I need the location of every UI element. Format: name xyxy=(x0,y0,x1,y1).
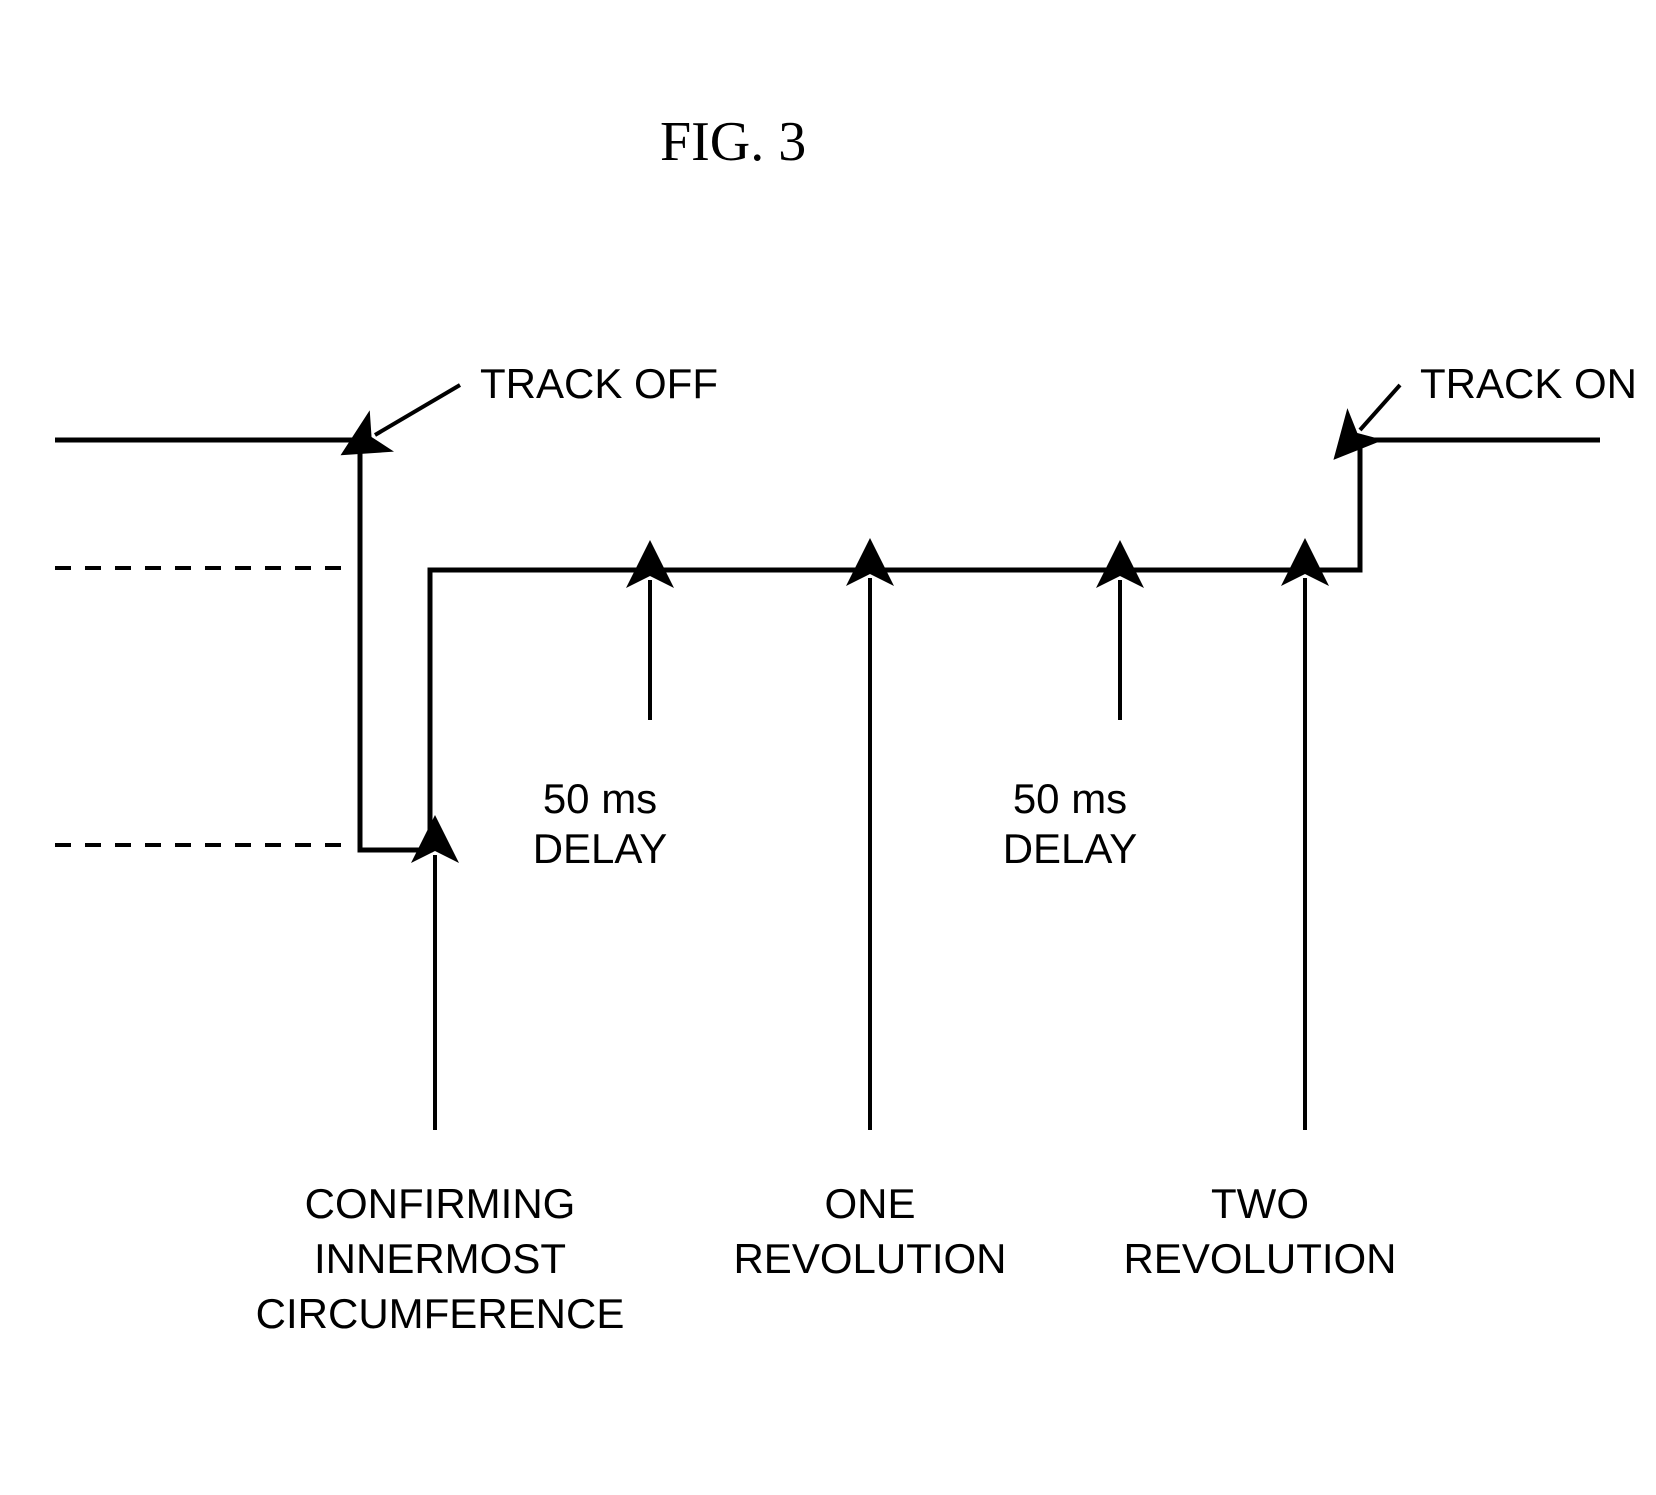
tworev-line1: TWO xyxy=(1211,1180,1309,1228)
figure-container: FIG. 3 TRACK OFF TRACK ON 50 ms DELAY 50… xyxy=(40,40,1616,1455)
confirm-line2: INNERMOST xyxy=(314,1235,566,1283)
figure-title: FIG. 3 xyxy=(660,110,806,174)
onerev-line2: REVOLUTION xyxy=(733,1235,1006,1283)
delay2-line1: 50 ms xyxy=(1013,775,1127,823)
track-off-label: TRACK OFF xyxy=(480,360,718,408)
track-on-label: TRACK ON xyxy=(1420,360,1637,408)
onerev-line1: ONE xyxy=(824,1180,915,1228)
delay2-line2: DELAY xyxy=(1003,825,1138,873)
delay1-line1: 50 ms xyxy=(543,775,657,823)
confirm-line3: CIRCUMFERENCE xyxy=(256,1290,625,1338)
confirm-line1: CONFIRMING xyxy=(305,1180,576,1228)
delay1-line2: DELAY xyxy=(533,825,668,873)
tworev-line2: REVOLUTION xyxy=(1123,1235,1396,1283)
